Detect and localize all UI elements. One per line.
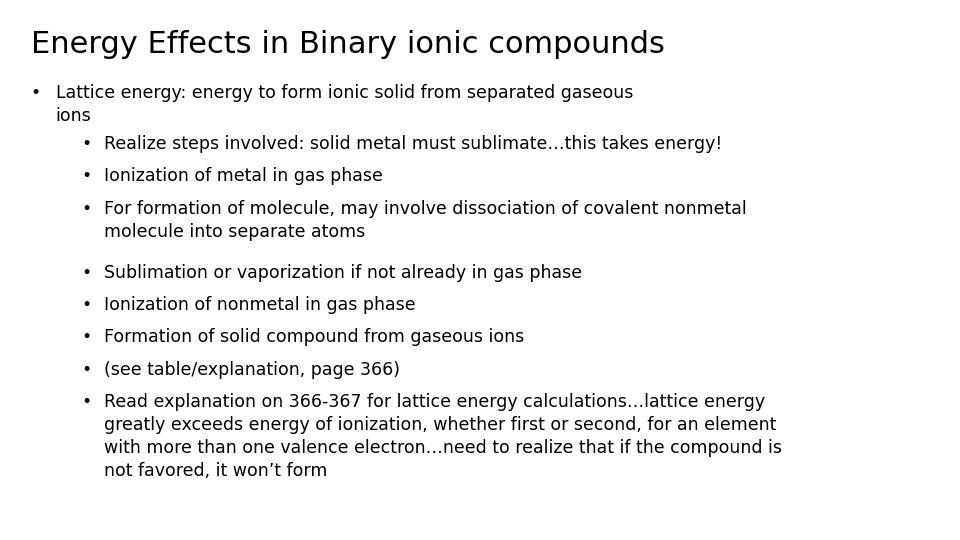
- Text: Ionization of metal in gas phase: Ionization of metal in gas phase: [104, 167, 382, 185]
- Text: •: •: [82, 135, 92, 153]
- Text: Realize steps involved: solid metal must sublimate…this takes energy!: Realize steps involved: solid metal must…: [104, 135, 722, 153]
- Text: •: •: [82, 167, 92, 185]
- Text: For formation of molecule, may involve dissociation of covalent nonmetal
molecul: For formation of molecule, may involve d…: [104, 200, 747, 241]
- Text: •: •: [82, 264, 92, 281]
- Text: •: •: [82, 328, 92, 346]
- Text: Lattice energy: energy to form ionic solid from separated gaseous
ions: Lattice energy: energy to form ionic sol…: [56, 84, 633, 125]
- Text: (see table/explanation, page 366): (see table/explanation, page 366): [104, 361, 399, 379]
- Text: Read explanation on 366-367 for lattice energy calculations…lattice energy
great: Read explanation on 366-367 for lattice …: [104, 393, 781, 480]
- Text: Sublimation or vaporization if not already in gas phase: Sublimation or vaporization if not alrea…: [104, 264, 582, 281]
- Text: Energy Effects in Binary ionic compounds: Energy Effects in Binary ionic compounds: [31, 30, 664, 59]
- Text: •: •: [82, 296, 92, 314]
- Text: Formation of solid compound from gaseous ions: Formation of solid compound from gaseous…: [104, 328, 524, 346]
- Text: •: •: [82, 361, 92, 379]
- Text: •: •: [82, 200, 92, 218]
- Text: Ionization of nonmetal in gas phase: Ionization of nonmetal in gas phase: [104, 296, 416, 314]
- Text: •: •: [31, 84, 41, 102]
- Text: •: •: [82, 393, 92, 411]
